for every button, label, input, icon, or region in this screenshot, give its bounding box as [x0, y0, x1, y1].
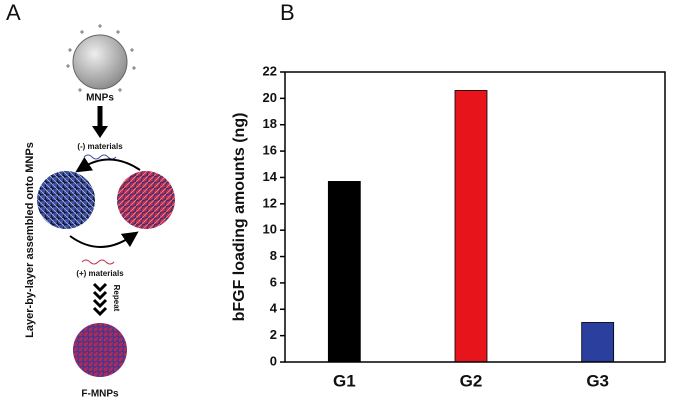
arrow-head	[92, 126, 108, 138]
positive-label: (+) materials	[76, 269, 124, 278]
y-tick-label: 14	[263, 169, 278, 184]
y-tick-label: 22	[263, 63, 277, 78]
blue-particle	[37, 171, 95, 229]
product-label: F-MNPs	[81, 389, 119, 400]
panel-a: A Layer-by-layer assembled onto MNPs MNP…	[6, 0, 175, 400]
y-axis-label: bFGF loading amounts (ng)	[231, 113, 248, 322]
red-particle	[117, 171, 175, 229]
x-tick-label: G3	[586, 371, 609, 390]
charges	[66, 24, 136, 92]
bar	[581, 322, 615, 363]
y-tick-label: 10	[263, 222, 277, 237]
neg-strand	[83, 154, 117, 160]
y-tick-label: 12	[263, 195, 277, 210]
panel-label: A	[6, 0, 21, 25]
y-tick-label: 4	[270, 301, 278, 316]
pos-strand	[81, 259, 115, 265]
repeat-arrow	[92, 282, 108, 317]
bar	[327, 181, 361, 363]
x-tick-label: G2	[460, 371, 483, 390]
core-label: MNPs	[86, 93, 114, 104]
y-tick-label: 20	[263, 90, 277, 105]
bar	[454, 90, 488, 363]
mnp-sphere	[72, 34, 128, 90]
x-tick-label: G1	[333, 371, 356, 390]
panel-label: B	[280, 0, 295, 25]
y-tick-label: 8	[270, 248, 277, 263]
y-tick-label: 6	[270, 274, 277, 289]
fmnp-particle	[73, 323, 127, 377]
panel-b: B bFGF loading amounts (ng) 0 2 4 6 8 10 12 14 1…	[231, 0, 666, 390]
y-tick-label: 0	[270, 353, 277, 368]
cycle-arrow	[75, 156, 141, 173]
negative-label: (-) materials	[77, 142, 123, 151]
side-label: Layer-by-layer assembled onto MNPs	[24, 142, 36, 338]
plot-frame	[284, 71, 666, 363]
y-tick-label: 2	[270, 327, 277, 342]
cycle-arrow	[69, 231, 139, 248]
y-tick-label: 16	[263, 143, 277, 158]
y-tick-label: 18	[263, 116, 277, 131]
repeat-label: Repeat	[112, 285, 121, 312]
